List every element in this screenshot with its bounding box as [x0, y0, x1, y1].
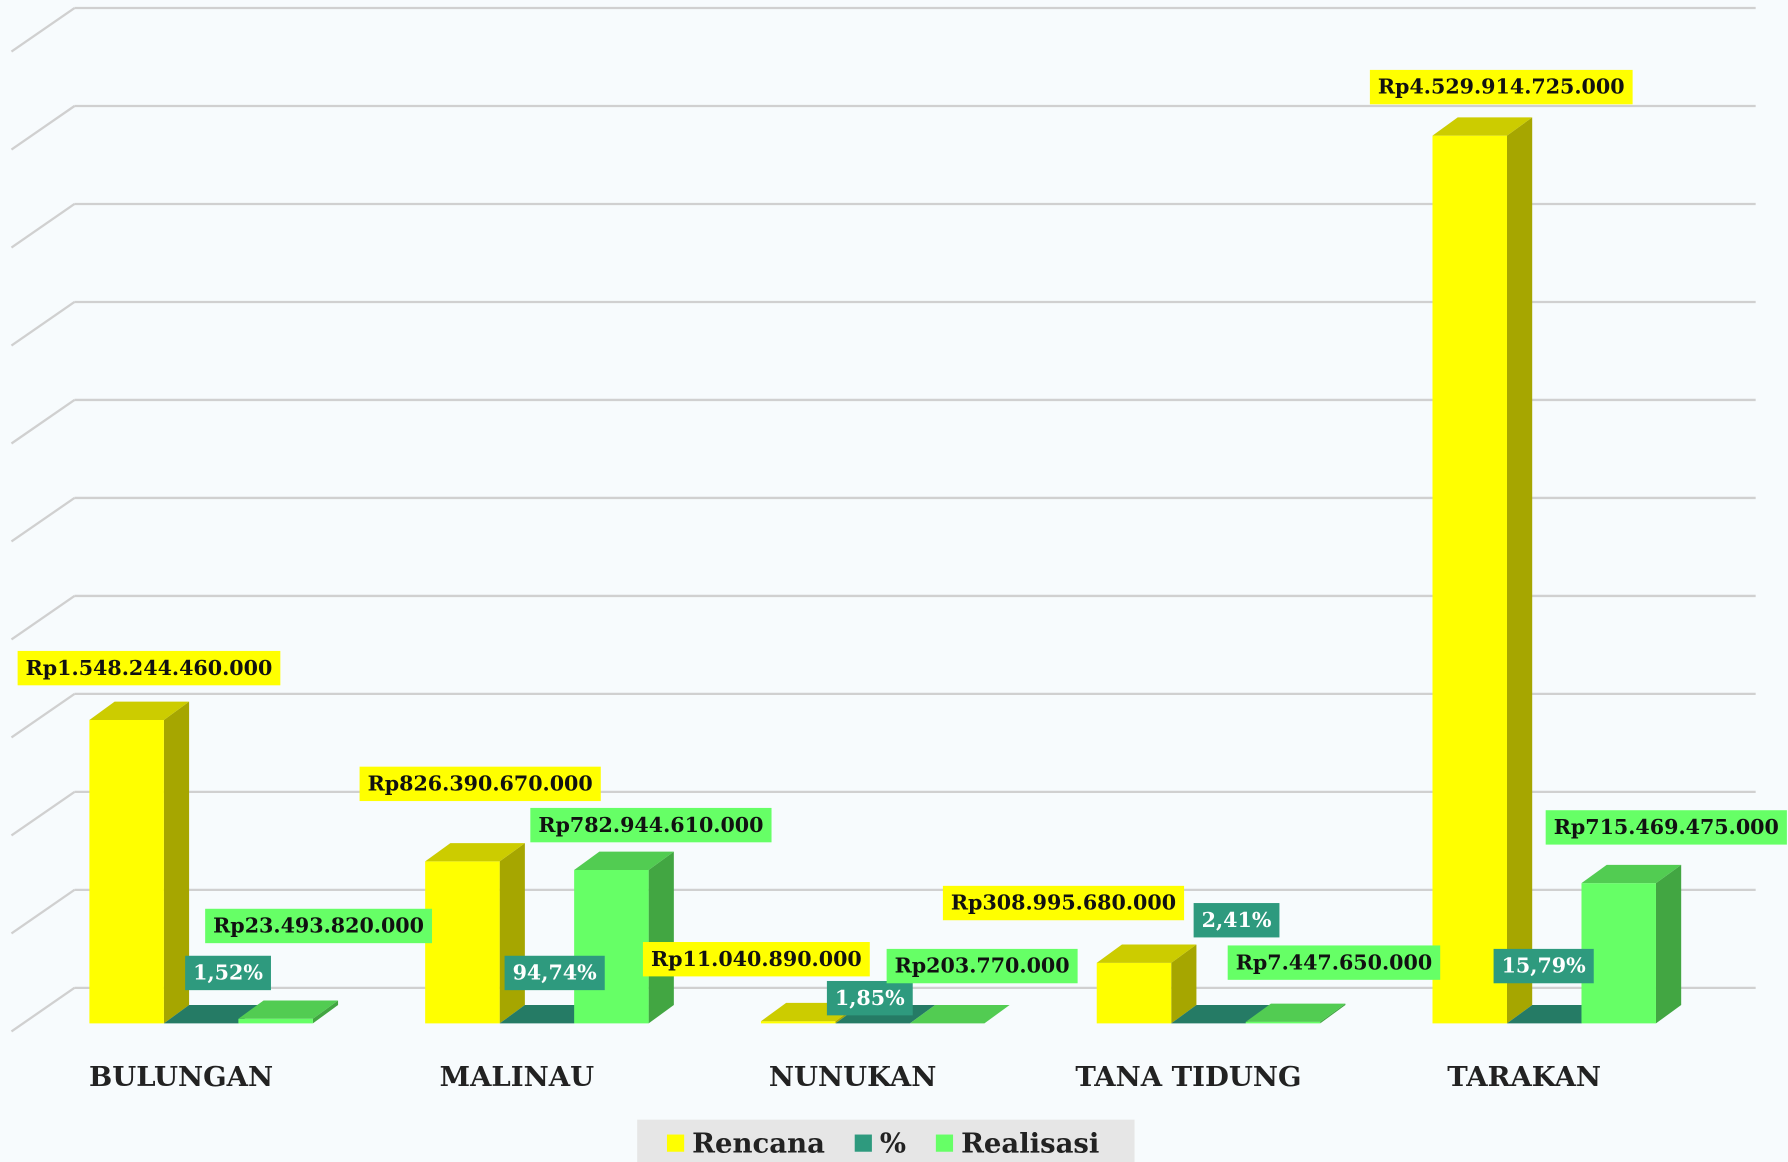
data-label-bg — [17, 650, 281, 686]
bar-front — [760, 1021, 836, 1024]
data-label: Rp826.390.670.000 — [368, 772, 593, 796]
data-label: Rp23.493.820.000 — [213, 914, 424, 938]
data-label: Rp715.469.475.000 — [1554, 815, 1779, 839]
bar-front — [238, 1018, 313, 1024]
bar-front — [574, 869, 649, 1024]
x-tick-label: BULUNGAN — [89, 1061, 273, 1093]
legend-swatch — [666, 1134, 685, 1152]
data-label: 1,85% — [835, 986, 905, 1010]
data-label-bg — [185, 955, 271, 991]
bar-front — [89, 719, 164, 1024]
data-label: Rp1.548.244.460.000 — [26, 656, 273, 680]
grid-line — [10, 692, 76, 739]
data-label-bg — [359, 766, 601, 802]
bar-top — [1245, 1003, 1346, 1022]
data-label-bg — [886, 948, 1078, 984]
grid-line — [10, 496, 76, 543]
bar-top — [238, 1000, 339, 1019]
grid-line — [10, 105, 76, 151]
grid-line — [10, 7, 76, 53]
data-label-bg — [1493, 948, 1594, 984]
data-label-bg — [1545, 810, 1787, 845]
bar-front — [1245, 1021, 1321, 1024]
x-tick-label: NUNUKAN — [769, 1061, 937, 1093]
legend-label: % — [880, 1127, 906, 1159]
data-label-bg — [642, 942, 870, 977]
legend-label: Realisasi — [961, 1127, 1099, 1159]
bar-top — [89, 701, 190, 720]
legend-swatch — [854, 1134, 872, 1152]
data-label-bg — [504, 955, 605, 991]
bar-front — [425, 861, 500, 1024]
bar-side — [163, 701, 190, 1024]
data-label: Rp7.447.650.000 — [1236, 950, 1432, 974]
x-tick-label: TANA TIDUNG — [1075, 1061, 1301, 1093]
grid-line — [10, 888, 76, 935]
bar-top — [425, 843, 525, 862]
grid-line — [10, 399, 76, 445]
grid-line — [10, 594, 76, 641]
legend-swatch — [935, 1134, 954, 1152]
bar-side — [1506, 117, 1533, 1024]
plot: BULUNGAN MALINAU NUNUKAN TANA TIDUNG TARAKAN… — [10, 6, 1787, 1162]
legend-label: Rencana — [692, 1127, 825, 1159]
legend-box — [637, 1119, 1135, 1162]
bar-top — [1581, 864, 1682, 884]
bar-side — [312, 1000, 339, 1024]
x-tick-label: MALINAU — [440, 1061, 594, 1093]
data-label: Rp4.529.914.725.000 — [1378, 75, 1625, 99]
bar-front — [1432, 135, 1507, 1024]
bar-top — [1171, 1005, 1271, 1024]
bar-front — [1096, 962, 1172, 1024]
data-label: 1,52% — [193, 961, 263, 985]
bar-side — [499, 843, 525, 1024]
bar-top — [1096, 944, 1197, 963]
bar-front — [1581, 883, 1656, 1024]
data-label-bg — [1369, 69, 1633, 105]
bar-top — [909, 1005, 1010, 1024]
data-label: 94,74% — [513, 961, 598, 985]
grid-line — [10, 986, 76, 1033]
data-label-bg — [1193, 903, 1280, 938]
data-label: Rp782.944.610.000 — [538, 813, 763, 837]
bar-top — [574, 851, 674, 870]
grid-line — [10, 790, 76, 837]
data-label-bg — [942, 885, 1185, 921]
data-label: Rp308.995.680.000 — [951, 891, 1176, 915]
grid-line — [10, 301, 76, 347]
data-label-bg — [530, 807, 772, 843]
bar-side — [1171, 944, 1197, 1024]
bar-side — [648, 851, 674, 1024]
bar-side — [1320, 1003, 1346, 1024]
bar-side — [1655, 864, 1682, 1024]
data-label-bg — [205, 908, 433, 944]
grid-line — [10, 203, 76, 249]
data-label: 15,79% — [1502, 954, 1587, 978]
data-label-bg — [826, 980, 913, 1016]
bar-top — [1432, 117, 1533, 136]
data-label: 2,41% — [1202, 908, 1272, 932]
x-tick-label: TARAKAN — [1447, 1061, 1601, 1093]
data-label: Rp203.770.000 — [895, 954, 1070, 978]
data-label-bg — [1227, 945, 1441, 980]
bar-side — [984, 1005, 1010, 1024]
data-label: Rp11.040.890.000 — [651, 947, 862, 971]
